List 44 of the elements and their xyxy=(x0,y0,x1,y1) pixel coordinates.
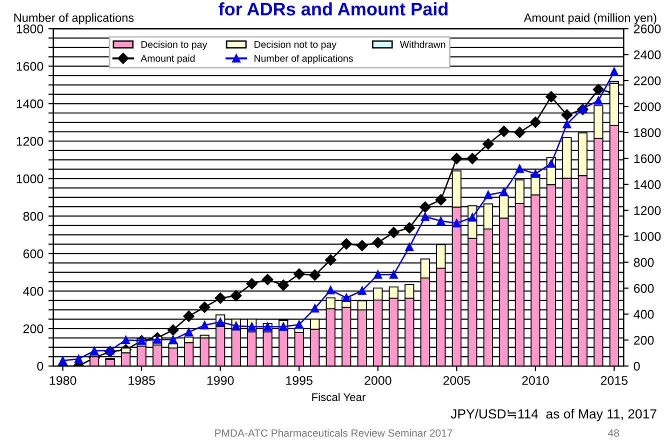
y-tick-label: 1200 xyxy=(16,136,44,146)
y-tick-label: 800 xyxy=(23,212,44,221)
legend-label: Decision not to pay xyxy=(254,40,336,50)
y-tick-label: 400 xyxy=(23,286,44,296)
y-tick-label: 0 xyxy=(37,362,44,371)
y-axis-title: Number of applications xyxy=(14,13,134,24)
y2-tick-label: 2000 xyxy=(634,102,661,112)
y2-tick-label: 200 xyxy=(634,336,654,345)
chart-title: for ADRs and Amount Paid xyxy=(218,2,448,16)
y2-tick-label: 2600 xyxy=(634,24,661,34)
x-tick-label: 2010 xyxy=(522,376,549,385)
text: JPY/USD≒114 as of May 11, 2017 xyxy=(450,408,656,422)
y2-tick-label: 800 xyxy=(634,258,654,267)
y-tick-label: 1800 xyxy=(16,24,44,34)
y2-tick-label: 1400 xyxy=(634,180,661,190)
y2-tick-label: 400 xyxy=(634,310,654,319)
legend-label: Decision to pay xyxy=(141,40,208,50)
legend-label: Amount paid xyxy=(140,54,195,64)
y2-tick-label: 600 xyxy=(634,284,654,293)
x-tick-label: 1980 xyxy=(50,376,76,385)
y-tick-label: 1000 xyxy=(16,174,44,184)
legend-label: Withdrawn xyxy=(400,40,446,48)
x-tick-label: 1990 xyxy=(207,376,234,385)
x-tick-label: 1995 xyxy=(286,376,312,385)
y2-tick-label: 0 xyxy=(634,362,640,371)
y2-tick-label: 2200 xyxy=(634,76,661,86)
y2-tick-label: 1200 xyxy=(634,206,661,215)
y2-axis-title: Amount paid (million yen) xyxy=(524,13,656,24)
y-tick-label: 200 xyxy=(23,324,44,334)
text: PMDA-ATC Pharmaceuticals Review Seminar 2017 xyxy=(215,429,452,437)
y2-tick-label: 1800 xyxy=(634,128,661,138)
y-tick-label: 600 xyxy=(23,249,44,258)
x-tick-label: 2005 xyxy=(443,376,470,385)
y2-tick-label: 1600 xyxy=(634,154,661,164)
x-tick-label: 2015 xyxy=(600,376,628,385)
legend-label: Number of applications xyxy=(254,54,353,64)
y-tick-label: 1400 xyxy=(16,99,44,108)
x-tick-label: 2000 xyxy=(364,376,392,385)
x-axis-title: Fiscal Year xyxy=(312,392,366,402)
y2-tick-label: 2400 xyxy=(634,50,661,60)
y-tick-label: 1600 xyxy=(16,62,44,71)
y2-tick-label: 1000 xyxy=(634,232,661,241)
x-tick-label: 1985 xyxy=(128,376,155,385)
text: 48 xyxy=(608,429,619,437)
